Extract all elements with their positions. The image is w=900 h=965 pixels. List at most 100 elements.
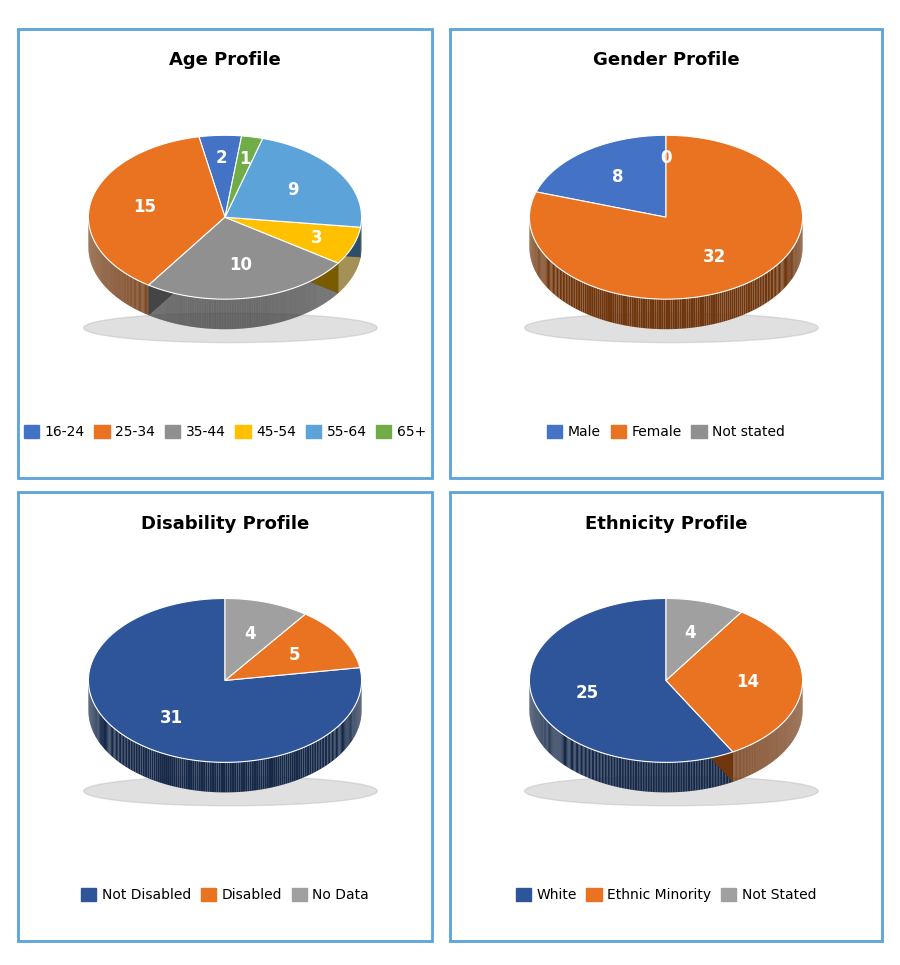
Polygon shape [696,297,698,327]
Polygon shape [666,762,668,792]
Polygon shape [680,298,681,329]
Polygon shape [738,287,740,317]
Polygon shape [608,755,609,785]
Polygon shape [666,680,733,782]
Text: 25: 25 [575,684,598,702]
Polygon shape [590,286,592,317]
Polygon shape [730,290,732,319]
Polygon shape [760,276,761,307]
Polygon shape [277,756,279,786]
Polygon shape [732,752,733,783]
Polygon shape [659,299,662,329]
Polygon shape [301,748,302,779]
Polygon shape [311,743,313,774]
Polygon shape [220,762,223,792]
Polygon shape [718,756,719,786]
Ellipse shape [525,313,818,343]
Polygon shape [185,758,188,789]
Polygon shape [716,757,718,786]
Polygon shape [783,259,784,290]
Polygon shape [223,762,225,792]
Polygon shape [727,754,728,784]
Polygon shape [116,730,117,760]
Polygon shape [761,275,763,306]
Polygon shape [675,299,677,329]
Polygon shape [717,292,719,323]
Polygon shape [163,754,165,785]
Text: 2: 2 [216,150,228,167]
Polygon shape [557,731,559,761]
Polygon shape [712,758,713,787]
Polygon shape [687,298,688,328]
Polygon shape [225,217,338,293]
Polygon shape [564,734,565,765]
Polygon shape [680,761,682,792]
Polygon shape [719,292,722,322]
Polygon shape [102,716,103,747]
Polygon shape [577,280,579,311]
Polygon shape [590,749,591,779]
Polygon shape [715,757,716,787]
Polygon shape [140,745,142,776]
Polygon shape [788,253,789,284]
Polygon shape [103,717,104,749]
Polygon shape [571,276,572,307]
Polygon shape [583,746,585,776]
Polygon shape [201,761,203,791]
Polygon shape [625,295,627,326]
Polygon shape [243,761,245,791]
Polygon shape [548,259,549,290]
Polygon shape [194,760,196,790]
Polygon shape [589,748,590,779]
Polygon shape [341,723,342,754]
Polygon shape [225,217,361,263]
Polygon shape [776,264,778,295]
Polygon shape [778,262,780,293]
Polygon shape [265,758,266,788]
Polygon shape [107,722,108,753]
Polygon shape [722,291,724,322]
Polygon shape [148,217,225,316]
Polygon shape [130,739,132,771]
Polygon shape [575,279,577,310]
Polygon shape [199,760,201,791]
Polygon shape [167,755,169,786]
Polygon shape [565,273,567,304]
Polygon shape [562,271,564,302]
Polygon shape [696,760,698,790]
Polygon shape [764,273,766,304]
Polygon shape [208,761,210,792]
Polygon shape [158,752,159,783]
Polygon shape [572,277,573,308]
Text: Age Profile: Age Profile [169,51,281,69]
Polygon shape [598,289,599,318]
Polygon shape [248,761,249,791]
Text: 5: 5 [289,646,301,664]
Text: Gender Profile: Gender Profile [593,51,739,69]
Polygon shape [205,761,208,791]
Polygon shape [302,747,304,778]
Polygon shape [689,761,690,791]
Polygon shape [271,758,273,787]
Polygon shape [574,741,576,772]
Polygon shape [111,726,112,757]
Polygon shape [129,738,130,770]
Polygon shape [562,734,564,765]
Polygon shape [117,731,119,761]
Polygon shape [584,283,586,314]
Polygon shape [721,755,723,786]
Polygon shape [666,299,668,329]
Polygon shape [641,298,643,328]
Polygon shape [320,738,321,769]
Polygon shape [573,278,575,309]
Polygon shape [603,753,605,784]
Polygon shape [545,256,547,288]
Polygon shape [599,289,602,319]
Polygon shape [772,268,773,299]
Polygon shape [105,720,106,751]
Polygon shape [347,716,348,747]
Polygon shape [629,296,632,326]
Polygon shape [664,762,666,792]
Polygon shape [308,745,310,776]
Polygon shape [730,753,732,783]
